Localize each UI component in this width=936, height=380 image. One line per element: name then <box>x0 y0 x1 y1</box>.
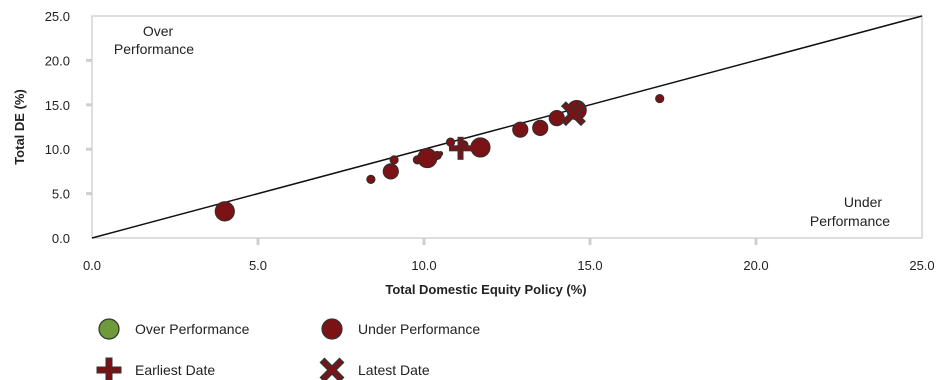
data-point <box>548 110 565 127</box>
under-performance-label-line2: Performance <box>810 213 890 229</box>
x-tick-label: 25.0 <box>909 258 934 273</box>
data-point <box>445 137 456 147</box>
x-tick-label: 5.0 <box>249 258 267 273</box>
data-point <box>512 121 529 138</box>
data-point <box>532 119 549 136</box>
x-axis-title: Total Domestic Equity Policy (%) <box>385 282 586 297</box>
legend-over-performance-label: Over Performance <box>135 321 250 337</box>
data-point <box>438 151 444 157</box>
earliest-date-marker <box>449 136 473 160</box>
reference-line <box>91 15 923 239</box>
legend-earliest-date-icon <box>96 357 122 380</box>
latest-date-marker <box>560 101 586 127</box>
legend-under-performance-swatch <box>321 318 343 340</box>
over-performance-label-line1: Over <box>143 23 174 39</box>
data-point <box>389 155 399 165</box>
y-axis-title: Total DE (%) <box>12 89 27 165</box>
x-tick-label: 20.0 <box>743 258 768 273</box>
legend-earliest-date-label: Earliest Date <box>135 362 215 378</box>
legend: Over Performance Under Performance Earli… <box>96 318 480 380</box>
y-tick-label: 15.0 <box>45 98 70 113</box>
y-tick-label: 5.0 <box>52 187 70 202</box>
plot-frame <box>91 15 923 239</box>
legend-over-performance-swatch <box>98 318 120 340</box>
under-performance-label-line1: Under <box>844 194 882 210</box>
legend-latest-date-icon <box>319 357 345 380</box>
y-tick-label: 0.0 <box>52 231 70 246</box>
y-tick-label: 20.0 <box>45 53 70 68</box>
data-point <box>655 93 665 104</box>
x-axis-ticks: 0.0 5.0 10.0 15.0 20.0 25.0 <box>83 238 935 273</box>
legend-latest-date-label: Latest Date <box>358 362 430 378</box>
over-performance-label-line2: Performance <box>114 41 194 57</box>
y-tick-label: 25.0 <box>45 9 70 24</box>
data-point <box>382 163 399 180</box>
x-tick-label: 10.0 <box>411 258 436 273</box>
data-points <box>214 93 665 222</box>
y-tick-label: 10.0 <box>45 142 70 157</box>
date-markers <box>449 101 586 160</box>
x-tick-label: 0.0 <box>83 258 101 273</box>
data-point <box>366 174 376 184</box>
y-axis-ticks: 0.0 5.0 10.0 15.0 20.0 25.0 <box>45 9 92 246</box>
data-point <box>470 137 491 158</box>
legend-under-performance-label: Under Performance <box>358 321 480 337</box>
x-tick-label: 15.0 <box>577 258 602 273</box>
data-point <box>214 201 235 222</box>
